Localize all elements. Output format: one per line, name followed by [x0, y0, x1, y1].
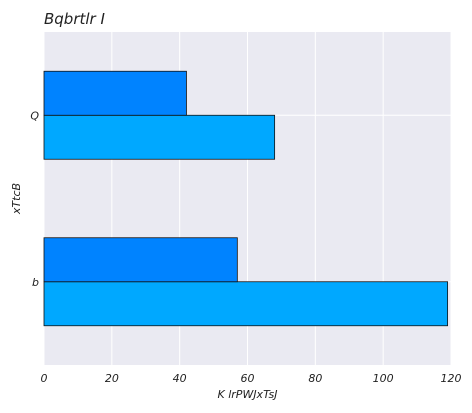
- bar: [43, 70, 187, 116]
- chart-title: Bqbrtlr I: [44, 10, 105, 28]
- bars: [43, 70, 449, 327]
- x-tick-label: 120: [441, 372, 462, 385]
- bar: [43, 237, 238, 283]
- x-tick-label: 20: [105, 372, 119, 385]
- y-tick-labels: bQ: [30, 109, 39, 289]
- x-tick-labels: 0 20 40 60 80 100 120: [41, 372, 462, 385]
- y-axis-label: xTtcB: [10, 183, 23, 215]
- x-axis-label: K lrPWJxTsJ: [218, 388, 278, 401]
- x-tick-label: 60: [241, 372, 255, 385]
- x-tick-label: 40: [173, 372, 187, 385]
- bar: [43, 114, 276, 160]
- bar: [43, 281, 449, 327]
- x-tick-label: 100: [373, 372, 394, 385]
- x-tick-label: 80: [308, 372, 322, 385]
- y-tick-label: Q: [30, 109, 39, 122]
- y-tick-label: b: [32, 276, 39, 289]
- x-tick-label: 0: [41, 372, 48, 385]
